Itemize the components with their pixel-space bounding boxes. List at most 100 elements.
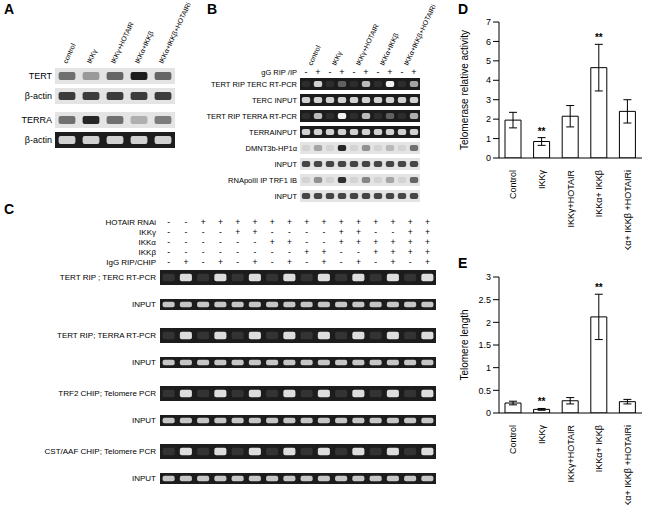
svg-text:+: + <box>252 257 257 267</box>
svg-text:-: - <box>322 237 325 247</box>
svg-text:-: - <box>184 227 187 237</box>
svg-text:+: + <box>387 67 392 77</box>
svg-text:+: + <box>408 247 413 257</box>
svg-text:+: + <box>315 67 320 77</box>
svg-text:IKKγ: IKKγ <box>537 425 547 445</box>
svg-text:IKKγ+HOTAIR: IKKγ+HOTAIR <box>566 170 576 228</box>
svg-text:-: - <box>288 247 291 257</box>
svg-text:IKKγ: IKKγ <box>537 170 547 190</box>
svg-text:INPUT: INPUT <box>132 474 156 483</box>
svg-text:IKKα+IKKβ+HOTAIRi: IKKα+IKKβ+HOTAIRi <box>158 1 193 65</box>
svg-text:+: + <box>287 237 292 247</box>
svg-text:-: - <box>305 67 308 77</box>
svg-text:C: C <box>8 201 14 217</box>
svg-text:IKKγ: IKKγ <box>86 48 100 65</box>
svg-text:Telomere length: Telomere length <box>459 309 470 380</box>
svg-text:+: + <box>425 257 430 267</box>
svg-text:-: - <box>202 257 205 267</box>
svg-text:INPUT: INPUT <box>132 416 156 425</box>
svg-text:-: - <box>322 227 325 237</box>
svg-text:+: + <box>425 227 430 237</box>
svg-text:+: + <box>235 217 240 227</box>
svg-text:**: ** <box>538 396 546 407</box>
svg-text:CST/AAF CHIP; Telomere PCR: CST/AAF CHIP; Telomere PCR <box>45 447 157 456</box>
svg-text:+: + <box>373 247 378 257</box>
svg-text:+: + <box>235 227 240 237</box>
svg-text:0: 0 <box>486 408 491 418</box>
svg-text:β-actin: β-actin <box>25 135 52 145</box>
svg-text:-: - <box>340 247 343 257</box>
svg-text:-: - <box>167 217 170 227</box>
svg-text:**: ** <box>595 282 603 293</box>
svg-text:1.5: 1.5 <box>478 340 491 350</box>
svg-text:-: - <box>219 227 222 237</box>
svg-text:+: + <box>339 237 344 247</box>
svg-text:-: - <box>253 237 256 247</box>
svg-text:IKKα: IKKα <box>138 238 156 247</box>
svg-text:+: + <box>390 217 395 227</box>
svg-text:-: - <box>184 237 187 247</box>
svg-text:control: control <box>307 44 322 66</box>
svg-text:-: - <box>340 257 343 267</box>
svg-text:IgG RIP/CHIP: IgG RIP/CHIP <box>106 258 156 267</box>
svg-text:TERT RIP TERC RT-PCR: TERT RIP TERC RT-PCR <box>211 80 298 89</box>
svg-text:+: + <box>287 257 292 267</box>
svg-text:IKKα+IKKβ: IKKα+IKKβ <box>134 30 156 65</box>
svg-text:TERT: TERT <box>29 71 53 81</box>
svg-text:+: + <box>287 217 292 227</box>
svg-text:3: 3 <box>486 95 491 105</box>
svg-text:-: - <box>236 237 239 247</box>
svg-text:-: - <box>253 247 256 257</box>
svg-text:IKKγ: IKKγ <box>331 50 345 67</box>
svg-text:-: - <box>374 227 377 237</box>
svg-text:1: 1 <box>486 363 491 373</box>
svg-text:-: - <box>271 227 274 237</box>
svg-text:-: - <box>288 227 291 237</box>
svg-text:-: - <box>202 237 205 247</box>
svg-text:-: - <box>184 247 187 257</box>
svg-text:+: + <box>356 217 361 227</box>
svg-text:-: - <box>401 67 404 77</box>
svg-text:-: - <box>167 227 170 237</box>
svg-text:+: + <box>425 247 430 257</box>
svg-text:gG RIP /IP: gG RIP /IP <box>261 68 297 77</box>
svg-text:IKKα+IKKβ+HOTAIRi: IKKα+IKKβ+HOTAIRi <box>403 3 438 67</box>
svg-text:-: - <box>353 67 356 77</box>
svg-text:+: + <box>408 237 413 247</box>
svg-text:-: - <box>219 247 222 257</box>
svg-text:+: + <box>356 237 361 247</box>
svg-text:+: + <box>408 227 413 237</box>
svg-text:-: - <box>202 227 205 237</box>
svg-text:+: + <box>183 257 188 267</box>
svg-text:-: - <box>391 227 394 237</box>
svg-text:-: - <box>167 237 170 247</box>
svg-text:IKKβ: IKKβ <box>139 248 157 257</box>
svg-text:HOTAIR RNAi: HOTAIR RNAi <box>105 218 156 227</box>
svg-text:IKKα+ IKKβ +HOTAIRi: IKKα+ IKKβ +HOTAIRi <box>623 170 633 250</box>
svg-text:DMNT3b-HP1α: DMNT3b-HP1α <box>246 144 298 153</box>
svg-text:IKKγ+HOTAIR: IKKγ+HOTAIR <box>566 425 576 483</box>
svg-text:control: control <box>62 42 77 64</box>
svg-text:Telomerase relative activity: Telomerase relative activity <box>459 30 470 150</box>
svg-text:TERT RIP ; TERC RT-PCR: TERT RIP ; TERC RT-PCR <box>60 273 156 282</box>
svg-text:2: 2 <box>486 114 491 124</box>
svg-text:+: + <box>390 237 395 247</box>
svg-text:IKKα+ IKKβ +HOTAIRi: IKKα+ IKKβ +HOTAIRi <box>623 425 633 505</box>
svg-text:+: + <box>363 67 368 77</box>
svg-text:INPUT: INPUT <box>132 300 156 309</box>
svg-text:-: - <box>374 257 377 267</box>
svg-text:+: + <box>218 257 223 267</box>
svg-text:0.5: 0.5 <box>478 386 491 396</box>
svg-text:-: - <box>305 257 308 267</box>
svg-text:-: - <box>167 247 170 257</box>
svg-text:+: + <box>321 217 326 227</box>
svg-text:β-actin: β-actin <box>25 91 52 101</box>
svg-text:INPUT: INPUT <box>132 358 156 367</box>
svg-text:INPUT: INPUT <box>275 192 298 201</box>
svg-text:TERC INPUT: TERC INPUT <box>252 96 297 105</box>
svg-text:E: E <box>458 255 467 271</box>
svg-text:4: 4 <box>486 75 491 85</box>
svg-text:**: ** <box>538 126 546 137</box>
svg-text:A: A <box>8 1 14 17</box>
svg-text:+: + <box>356 227 361 237</box>
